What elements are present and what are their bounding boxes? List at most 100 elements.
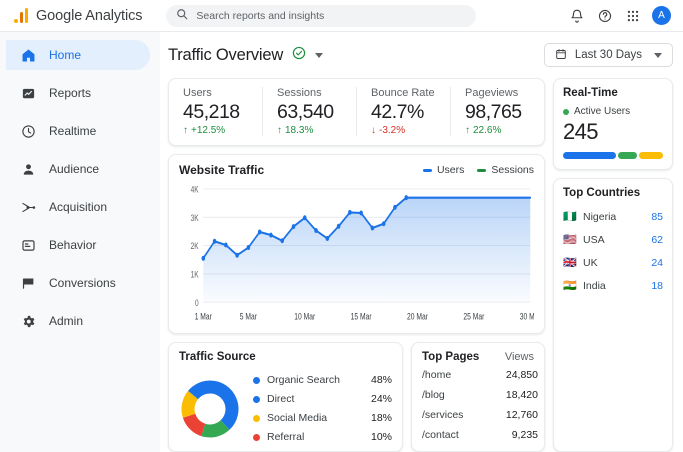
- sidebar-item-behavior[interactable]: Behavior: [6, 230, 150, 260]
- legend-dot: [253, 376, 260, 384]
- traffic-source-body: Organic Search 48% Direct 24%: [179, 374, 392, 443]
- realtime-card: Real-Time Active Users 245: [553, 78, 673, 170]
- bar-segment: [563, 151, 616, 159]
- apps-grid-icon[interactable]: [624, 7, 642, 25]
- page-path: /home: [422, 368, 452, 381]
- views-column-header: Views: [504, 351, 534, 363]
- kpi-delta-value: -3.2%: [379, 125, 406, 137]
- sidebar-item-reports[interactable]: Reports: [6, 78, 150, 108]
- source-pct: 18%: [370, 412, 392, 424]
- page-path: /blog: [422, 388, 445, 401]
- list-item[interactable]: Direct 24%: [253, 391, 392, 407]
- list-item[interactable]: 🇺🇸 USA 62: [563, 229, 663, 252]
- traffic-source-donut[interactable]: [179, 378, 241, 440]
- body: Home Reports Realtime: [0, 32, 683, 452]
- page-path: /services: [422, 408, 464, 421]
- kpi-delta-value: +12.5%: [191, 125, 226, 137]
- notifications-icon[interactable]: [568, 7, 586, 25]
- sidebar-item-admin[interactable]: Admin: [6, 306, 150, 336]
- reports-icon: [20, 85, 36, 101]
- source-pct: 24%: [370, 393, 392, 405]
- svg-text:2K: 2K: [191, 242, 200, 252]
- sidebar-item-audience[interactable]: Audience: [6, 154, 150, 184]
- flag-icon: 🇺🇸: [563, 233, 577, 246]
- sidebar-item-label: Admin: [49, 314, 84, 328]
- sidebar-item-acquisition[interactable]: Acquisition: [6, 192, 150, 222]
- avatar[interactable]: A: [652, 6, 671, 25]
- share-nodes-icon: [20, 199, 36, 215]
- kpi-bounce-rate: Bounce Rate 42.7% ↓ -3.2%: [357, 87, 451, 137]
- list-item[interactable]: Organic Search 48%: [253, 372, 392, 388]
- check-circle-icon: [292, 46, 306, 65]
- top-bar: Google Analytics: [0, 0, 683, 32]
- right-column: Real-Time Active Users 245: [553, 78, 673, 452]
- source-name: Referral: [267, 431, 305, 443]
- help-icon[interactable]: [596, 7, 614, 25]
- brand[interactable]: Google Analytics: [14, 8, 143, 24]
- kpi-delta: ↓ -3.2%: [371, 125, 436, 136]
- sidebar-item-label: Audience: [49, 162, 100, 176]
- analytics-bars-icon: [14, 8, 28, 23]
- svg-text:0: 0: [195, 298, 199, 308]
- traffic-line-chart: 0 1K 2K 3K 4K 1 Mar 5 Mar 10 Mar 15 Mar 20 Mar 25 …: [191, 185, 534, 322]
- legend-label: Sessions: [491, 164, 534, 177]
- list-item[interactable]: 🇳🇬 Nigeria 85: [563, 206, 663, 229]
- sidebar-item-label: Realtime: [49, 124, 97, 138]
- kpi-delta-value: 22.6%: [473, 125, 502, 137]
- traffic-source-legend: Organic Search 48% Direct 24%: [253, 372, 392, 445]
- person-icon: [20, 161, 36, 177]
- trend-up-icon: ↑: [465, 125, 470, 137]
- traffic-source-title: Traffic Source: [179, 351, 256, 363]
- legend-item-sessions[interactable]: Sessions: [477, 164, 534, 176]
- top-pages-card: Top Pages Views /home 24,850: [411, 342, 545, 452]
- donut-chart: [181, 380, 239, 437]
- list-item[interactable]: 🇬🇧 UK 24: [563, 252, 663, 275]
- top-countries-title: Top Countries: [563, 186, 641, 199]
- table-row[interactable]: /contact 9,235: [422, 426, 538, 443]
- top-countries-card: Top Countries 🇳🇬 Nigeria 85 🇺🇸 USA 62: [553, 177, 673, 452]
- kpi-delta: ↑ 18.3%: [277, 125, 342, 136]
- country-value: 62: [651, 234, 663, 246]
- source-pct: 48%: [370, 374, 392, 386]
- svg-text:30 Mar: 30 Mar: [520, 312, 534, 322]
- flag-icon: 🇮🇳: [563, 279, 577, 292]
- source-name: Organic Search: [267, 374, 340, 386]
- sidebar-item-home[interactable]: Home: [6, 40, 150, 70]
- search-input[interactable]: [196, 9, 467, 22]
- top-pages-title: Top Pages: [422, 351, 480, 363]
- table-row[interactable]: /blog 18,420: [422, 386, 538, 403]
- list-item[interactable]: Social Media 18%: [253, 410, 392, 426]
- home-icon: [20, 47, 36, 63]
- page-views: 12,760: [505, 408, 538, 421]
- main-content: Traffic Overview Last 30 Days: [160, 32, 683, 452]
- legend-item-users[interactable]: Users: [422, 164, 464, 176]
- search-bar[interactable]: [166, 4, 477, 27]
- list-item[interactable]: Referral 10%: [253, 429, 392, 445]
- svg-text:1 Mar: 1 Mar: [195, 312, 212, 322]
- kpi-sessions: Sessions 63,540 ↑ 18.3%: [263, 87, 357, 137]
- trend-down-icon: ↓: [371, 125, 376, 137]
- sidebar-item-conversions[interactable]: Conversions: [6, 268, 150, 298]
- active-users-value: 245: [563, 119, 599, 144]
- status-dot-icon: [563, 108, 569, 115]
- date-range-button[interactable]: Last 30 Days: [543, 43, 673, 67]
- country-name: UK: [583, 257, 598, 269]
- svg-text:20 Mar: 20 Mar: [407, 312, 428, 322]
- page-header: Traffic Overview Last 30 Days: [168, 40, 673, 70]
- kpi-value: 63,540: [277, 101, 334, 123]
- kpi-summary-card: Users 45,218 ↑ +12.5% Sessions 63,540 ↑: [168, 78, 545, 147]
- svg-text:5 Mar: 5 Mar: [240, 312, 257, 322]
- flag-icon: 🇳🇬: [563, 210, 577, 223]
- chart-plot-area[interactable]: 0 1K 2K 3K 4K 1 Mar 5 Mar 10 Mar 15 Mar 20 Mar 25 …: [179, 181, 534, 329]
- source-pct: 10%: [370, 431, 392, 443]
- country-name: Nigeria: [583, 211, 617, 223]
- clock-icon: [20, 123, 36, 139]
- table-row[interactable]: /services 12,760: [422, 406, 538, 423]
- table-row[interactable]: /home 24,850: [422, 366, 538, 383]
- list-item[interactable]: 🇮🇳 India 18: [563, 275, 663, 298]
- sidebar-item-realtime[interactable]: Realtime: [6, 116, 150, 146]
- chevron-down-icon[interactable]: [315, 52, 324, 58]
- realtime-title: Real-Time: [563, 87, 618, 99]
- svg-text:1K: 1K: [191, 270, 200, 280]
